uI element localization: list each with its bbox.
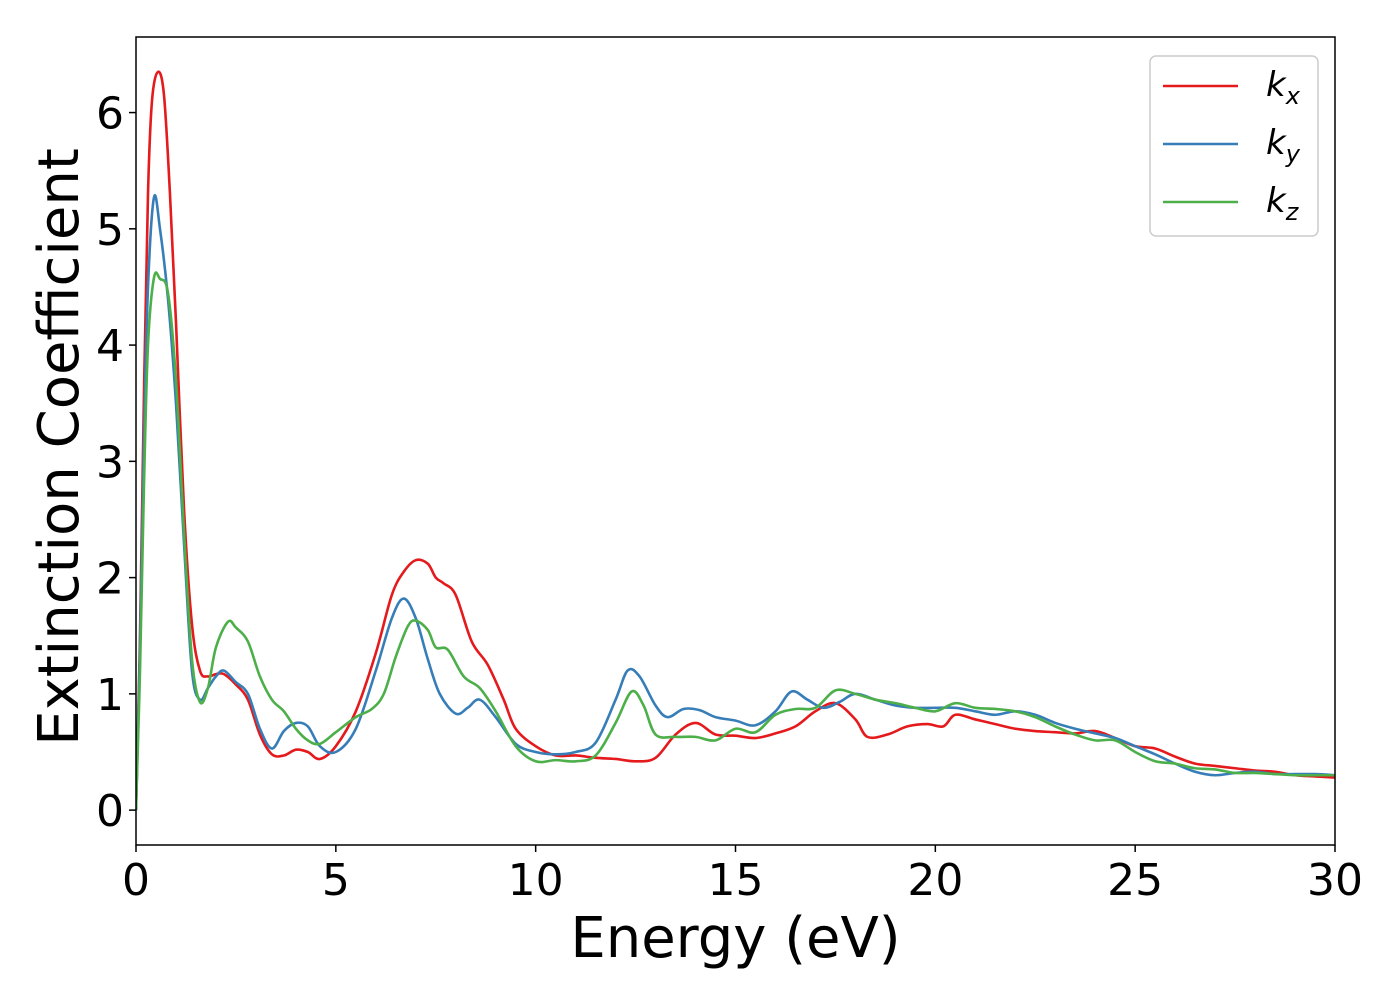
x-tick-label: 30	[1307, 855, 1363, 906]
legend-label-kx: kx	[1266, 65, 1301, 110]
series-line-ky	[136, 194, 1335, 811]
y-tick-label: 1	[96, 670, 124, 721]
y-tick-label: 5	[96, 205, 124, 256]
y-tick-label: 4	[96, 321, 124, 372]
x-tick-label: 10	[508, 855, 564, 906]
y-axis-ticks: 0 1 2 3 4 5 6	[96, 89, 136, 837]
y-tick-label: 2	[96, 554, 124, 605]
x-tick-label: 0	[122, 855, 150, 906]
series-line-kz	[136, 271, 1335, 811]
legend: kx ky kz	[1149, 55, 1319, 237]
y-tick-label: 0	[96, 786, 124, 837]
y-tick-label: 6	[96, 89, 124, 140]
x-axis-ticks: 0 5 10 15 20 25 30	[122, 845, 1363, 906]
series-line-kx	[136, 70, 1335, 811]
x-tick-label: 25	[1107, 855, 1163, 906]
legend-box	[1149, 55, 1319, 237]
y-tick-label: 3	[96, 437, 124, 488]
legend-label-ky: ky	[1266, 123, 1301, 168]
x-tick-label: 20	[907, 855, 963, 906]
series-layer	[136, 70, 1335, 811]
x-axis-title: Energy (eV)	[570, 906, 900, 971]
legend-label-kz: kz	[1266, 181, 1300, 226]
x-tick-label: 5	[322, 855, 350, 906]
x-tick-label: 15	[708, 855, 764, 906]
y-axis-title: Extinction Coefficient	[27, 148, 92, 746]
